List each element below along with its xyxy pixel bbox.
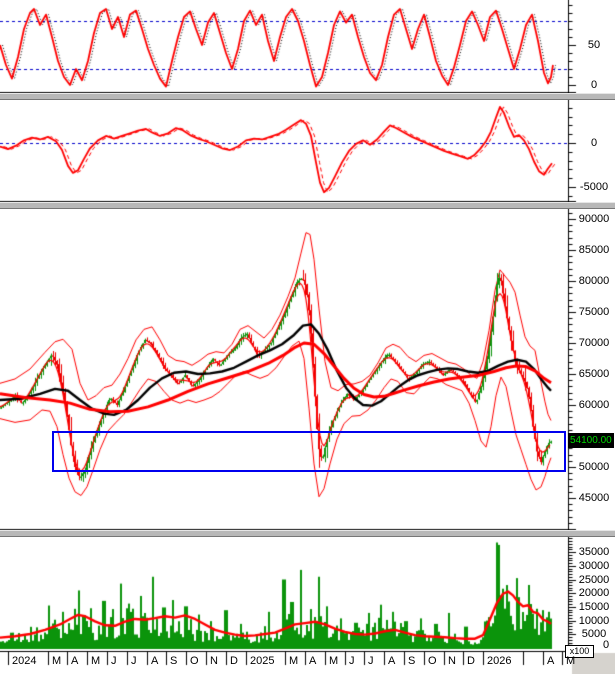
month-label: J [349, 655, 355, 667]
last-price-tag: 54100.00 [568, 433, 614, 448]
axis-tick-label: 50000 [578, 461, 610, 473]
panel-splitter-2[interactable] [0, 202, 615, 209]
month-label: N [210, 655, 218, 667]
axis-tick-label: 15000 [578, 601, 610, 613]
month-label: J [111, 655, 117, 667]
axis-tick-label: 5000 [581, 628, 607, 640]
axis-tick-label: 35000 [578, 546, 610, 558]
month-label: 2025 [250, 655, 275, 667]
month-label: M [52, 655, 62, 667]
month-label: A [547, 655, 555, 667]
axis-tick-label: 70000 [578, 337, 610, 349]
volume-panel[interactable] [0, 537, 568, 651]
axis-tick-label: -5000 [579, 181, 609, 193]
month-label: A [309, 655, 317, 667]
month-label: O [428, 655, 437, 667]
axis-tick-label: 25000 [578, 574, 610, 586]
month-label: A [71, 655, 79, 667]
axis-tick-label: 45000 [578, 492, 610, 504]
axis-tick-label: 50 [587, 39, 601, 51]
month-label: O [190, 655, 199, 667]
month-label: S [170, 655, 178, 667]
panel-splitter-3[interactable] [0, 530, 615, 537]
month-label: M [566, 655, 576, 667]
month-label: J [368, 655, 374, 667]
axis-tick-label: 85000 [578, 244, 610, 256]
month-label: J [131, 655, 137, 667]
axis-tick-label: 60000 [578, 399, 610, 411]
month-label: A [388, 655, 396, 667]
volume-scale-badge: x100 [565, 645, 594, 658]
month-label: S [408, 655, 416, 667]
axis-tick-label: 80000 [578, 275, 610, 287]
stochastic-panel[interactable] [0, 0, 568, 92]
momentum-panel[interactable] [0, 100, 568, 201]
axis-tick-label: 20000 [578, 587, 610, 599]
month-label: M [329, 655, 339, 667]
month-label: D [467, 655, 475, 667]
month-label: N [448, 655, 456, 667]
panel-splitter-1[interactable] [0, 93, 615, 100]
month-label: 2024 [12, 655, 37, 667]
axis-tick-label: 0 [590, 79, 598, 91]
price-panel[interactable] [0, 210, 568, 529]
month-label: M [91, 655, 101, 667]
month-label: A [151, 655, 159, 667]
month-label: M [289, 655, 299, 667]
month-label: D [230, 655, 238, 667]
axis-tick-label: 0 [590, 137, 598, 149]
axis-tick-label: 90000 [578, 213, 610, 225]
axis-tick-label: 0 [602, 639, 610, 651]
axis-tick-label: 10000 [578, 615, 610, 627]
axis-tick-label: 30000 [578, 560, 610, 572]
axis-tick-label: 75000 [578, 306, 610, 318]
month-label: 2026 [487, 655, 512, 667]
support-zone-annotation-box[interactable] [52, 431, 566, 472]
axis-tick-label: 65000 [578, 368, 610, 380]
